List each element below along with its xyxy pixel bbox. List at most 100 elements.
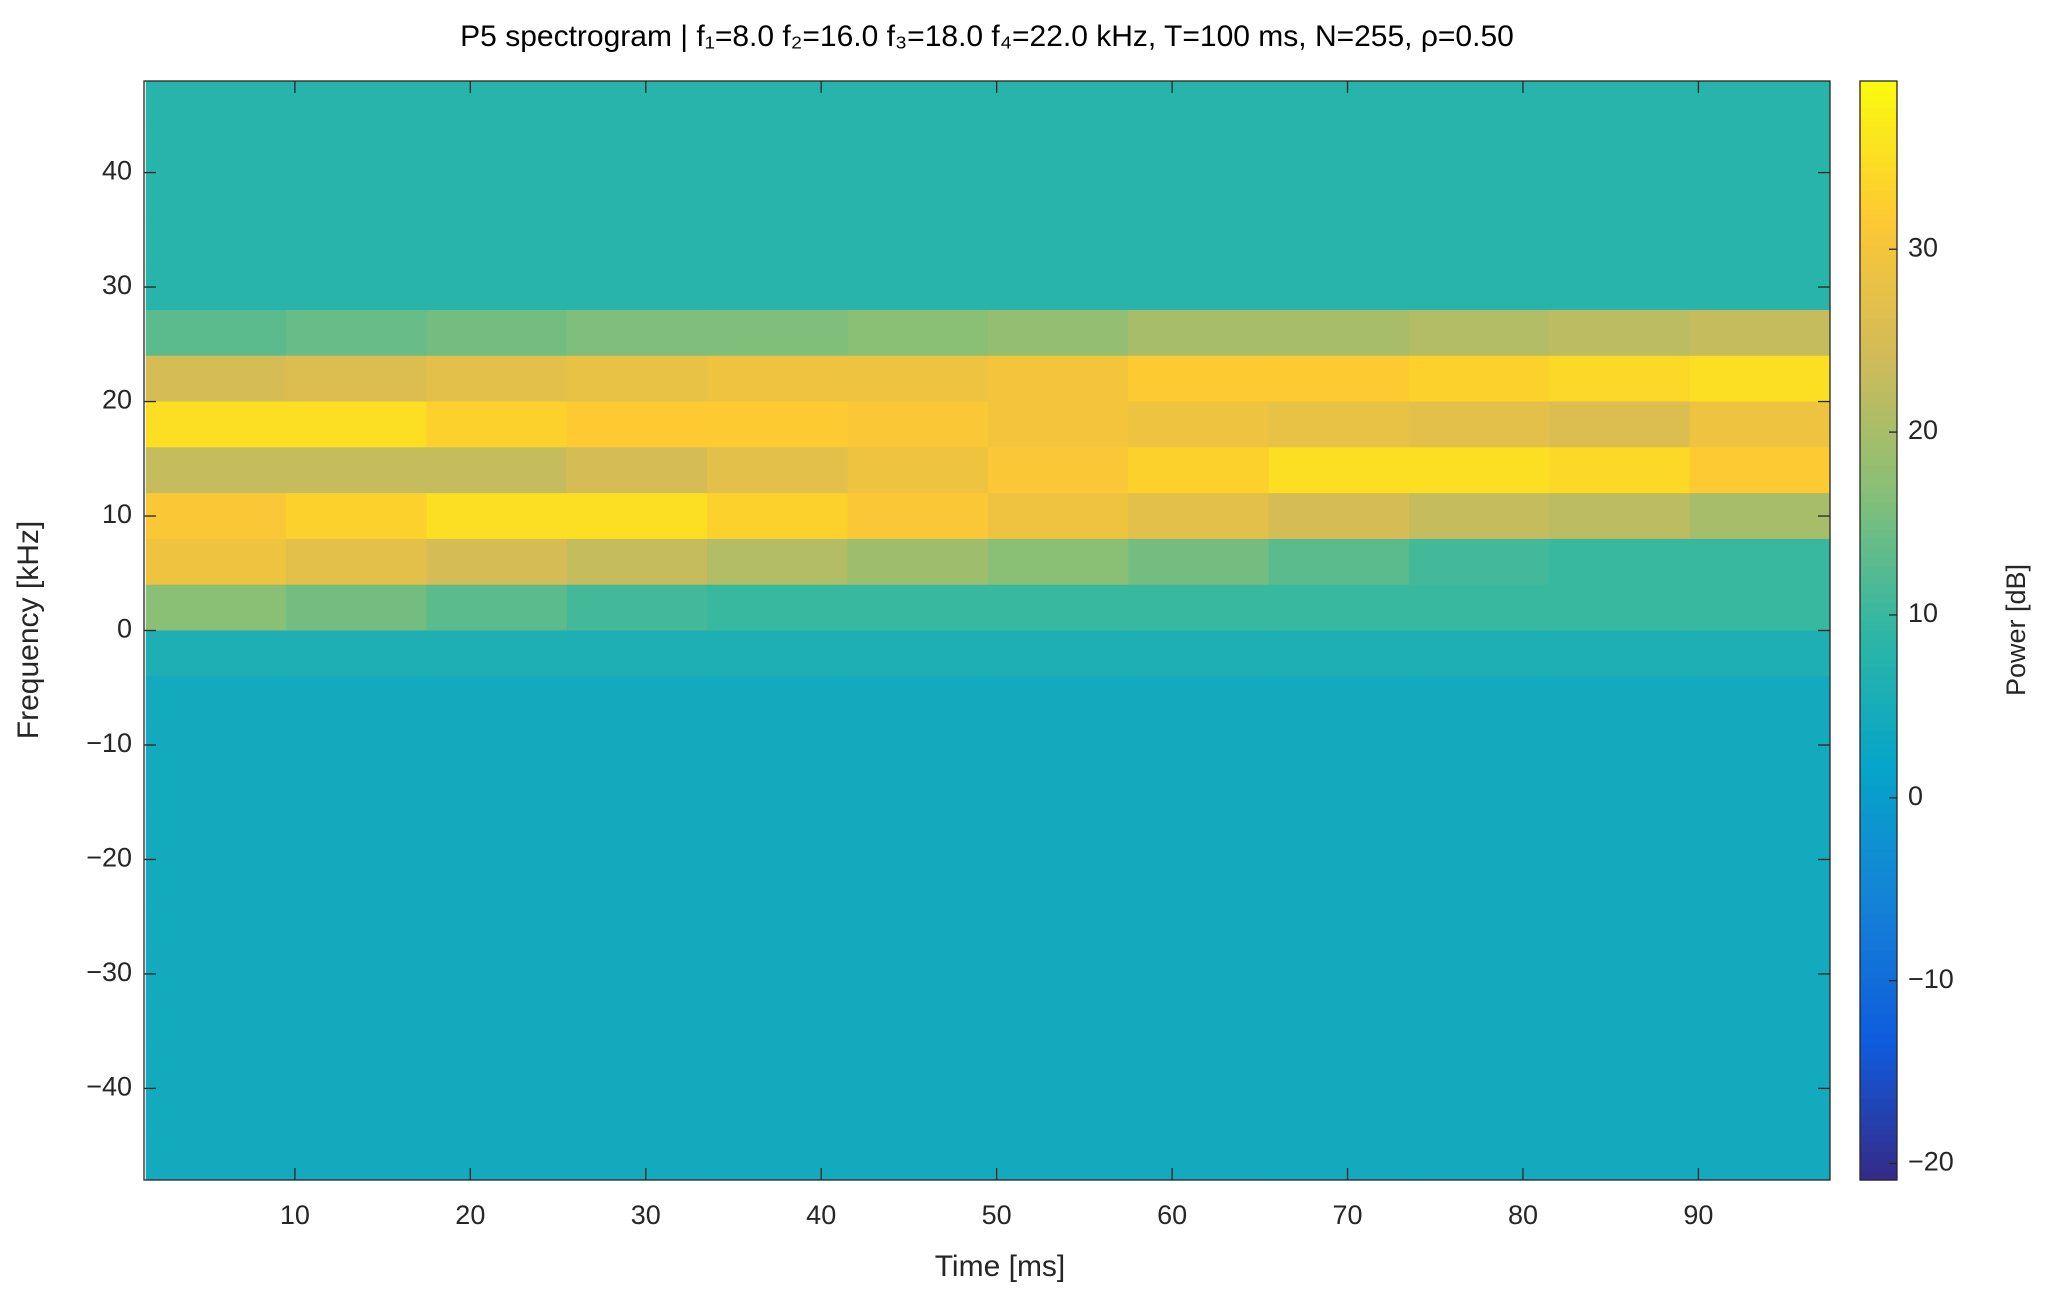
heatmap-cell [286,767,427,815]
heatmap-cell [1689,722,1831,769]
colorbar-segment [1860,831,1897,842]
x-tick-label: 50 [982,1200,1012,1230]
heatmap-cell [1549,905,1691,952]
heatmap-cell [847,722,989,769]
heatmap-cell [145,355,287,403]
colorbar-segment [1860,685,1897,696]
colorbar-tick-label: 0 [1908,781,1923,811]
heatmap-cell [1549,401,1691,448]
heatmap-cell [707,126,849,174]
heatmap-cell [1268,309,1410,357]
heatmap-cell [145,218,287,265]
heatmap-cell [145,951,287,998]
heatmap-cell [707,309,849,357]
colorbar-segment [1860,813,1897,824]
heatmap-cell [145,813,287,860]
heatmap-cell [566,1134,708,1181]
colorbar-segment [1860,264,1897,274]
colorbar-segment [1860,822,1897,833]
heatmap-cell [566,493,708,540]
heatmap-cell [1549,172,1691,219]
heatmap-cell [847,447,989,494]
heatmap-cell [1408,767,1550,815]
heatmap-cell [1549,1088,1691,1135]
heatmap-cell [1549,951,1691,998]
heatmap-cell [847,126,989,174]
heatmap-cell [987,81,1129,128]
colorbar-segment [1860,255,1897,265]
heatmap-cell [1689,538,1831,586]
colorbar-segment [1860,795,1897,806]
colorbar-segment [1860,731,1897,741]
colorbar-segment [1860,841,1897,851]
colorbar-segment [1860,557,1897,567]
colorbar-segment [1860,282,1897,293]
heatmap-cell [1689,630,1831,677]
colorbar-segment [1860,163,1897,174]
heatmap-cell [707,584,849,631]
heatmap-cell [566,630,708,677]
heatmap-cell [847,218,989,265]
y-tick-label: −30 [86,957,132,987]
heatmap-cell [286,264,427,311]
heatmap-cell [1689,767,1831,815]
colorbar-segment [1860,410,1897,421]
colorbar-tick-label: 20 [1908,415,1938,445]
heatmap-cell [1549,996,1691,1044]
heatmap-cell [1268,951,1410,998]
heatmap-cell [426,767,568,815]
colorbar-segment [1860,740,1897,751]
colorbar-segment [1860,392,1897,403]
heatmap-cell [987,218,1129,265]
heatmap-cell [1128,218,1270,265]
colorbar-segment [1860,135,1897,146]
heatmap-cell [145,584,287,631]
heatmap-cell [286,309,427,357]
heatmap-cell [847,630,989,677]
colorbar-segment [1860,438,1897,448]
colorbar-segment [1860,1070,1897,1080]
heatmap-cell [1689,355,1831,403]
colorbar-segment [1860,300,1897,311]
colorbar-segment [1860,291,1897,302]
colorbar-segment [1860,1051,1897,1062]
heatmap-cell [1408,538,1550,586]
chart-title: P5 spectrogram | f₁=8.0 f₂=16.0 f₃=18.0 … [460,20,1514,53]
colorbar-segment [1860,804,1897,815]
colorbar-segment [1860,575,1897,586]
colorbar-segment [1860,456,1897,467]
heatmap-cell [1128,264,1270,311]
heatmap-cell [566,813,708,860]
colorbar-segment [1860,383,1897,393]
heatmap-cell [1268,172,1410,219]
heatmap-cell [987,676,1129,723]
heatmap-cell [987,951,1129,998]
colorbar-segment [1860,667,1897,677]
heatmap-cell [286,630,427,677]
heatmap-cell [1549,126,1691,174]
heatmap-cell [145,722,287,769]
heatmap-cell [286,126,427,174]
heatmap-cell [1268,538,1410,586]
heatmap-cell [145,630,287,677]
colorbar-segment [1860,209,1897,219]
colorbar-segment [1860,81,1897,91]
heatmap-cell [1408,905,1550,952]
heatmap-cell [286,493,427,540]
heatmap-cell [145,126,287,174]
heatmap-cell [286,584,427,631]
heatmap-cell [707,951,849,998]
heatmap-cell [426,355,568,403]
heatmap-cell [707,905,849,952]
colorbar-segment [1860,987,1897,998]
heatmap-cell [426,676,568,723]
heatmap-cell [987,126,1129,174]
colorbar-segment [1860,90,1897,100]
colorbar-segment [1860,1079,1897,1090]
heatmap-cell [145,996,287,1044]
colorbar-segment [1860,429,1897,439]
heatmap-cell [286,218,427,265]
heatmap-cell [1549,767,1691,815]
colorbar-segment [1860,978,1897,989]
heatmap-cell [1128,859,1270,906]
